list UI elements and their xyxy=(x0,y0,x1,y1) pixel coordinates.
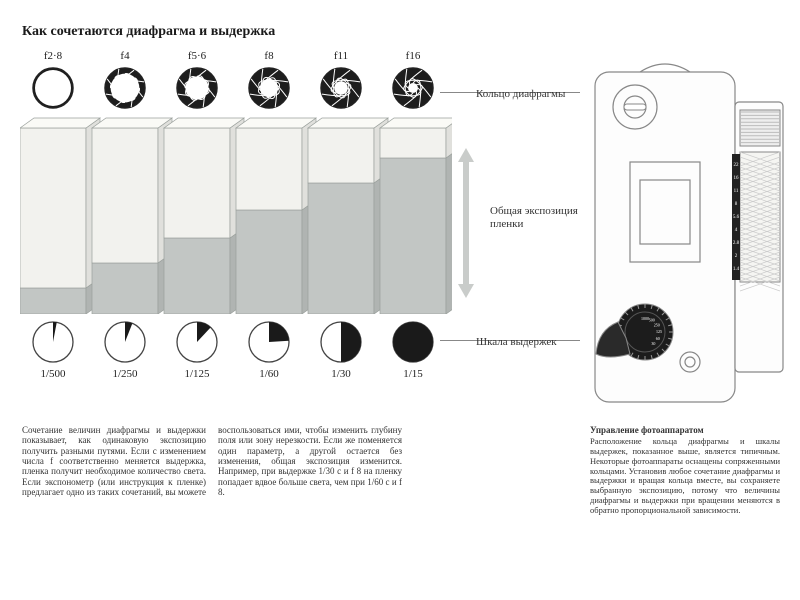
camera-diagram: 22161185.642.821.410005002501256030 xyxy=(590,62,790,412)
shutter-1: 1/250 xyxy=(92,320,158,380)
shutter-label-1: 1/250 xyxy=(92,368,158,380)
label-aperture-ring: Кольцо диафрагмы xyxy=(476,88,565,100)
right-body: Расположение кольца диафрагмы и шкалы вы… xyxy=(590,436,780,514)
exposure-arrow xyxy=(458,148,474,298)
shutter-label-4: 1/30 xyxy=(308,368,374,380)
aperture-label-0: f2·8 xyxy=(20,50,86,62)
aperture-3: f8 xyxy=(236,50,302,110)
right-subhead: Управление фотоаппаратом xyxy=(590,425,780,435)
shutter-row: 1/500 1/250 1/125 1/60 1/30 1/15 xyxy=(20,320,460,380)
svg-text:125: 125 xyxy=(656,329,662,334)
aperture-label-5: f16 xyxy=(380,50,446,62)
shutter-label-0: 1/500 xyxy=(20,368,86,380)
shutter-label-2: 1/125 xyxy=(164,368,230,380)
shutter-0: 1/500 xyxy=(20,320,86,380)
aperture-4: f11 xyxy=(308,50,374,110)
aperture-1: f4 xyxy=(92,50,158,110)
label-shutter-scale: Шкала выдержек xyxy=(476,336,557,348)
label-exposure: Общая экспозиция пленки xyxy=(490,205,578,231)
shutter-4: 1/30 xyxy=(308,320,374,380)
svg-text:11: 11 xyxy=(734,189,739,194)
svg-text:1.4: 1.4 xyxy=(733,267,740,272)
svg-text:5.6: 5.6 xyxy=(733,215,740,220)
aperture-0: f2·8 xyxy=(20,50,86,110)
aperture-2: f5·6 xyxy=(164,50,230,110)
shutter-label-3: 1/60 xyxy=(236,368,302,380)
shutter-5: 1/15 xyxy=(380,320,446,380)
body-text-right: Управление фотоаппаратом Расположение ко… xyxy=(590,425,780,515)
svg-text:22: 22 xyxy=(734,163,740,168)
aperture-row: f2·8 f4 f5·6 f8 f11 f16 xyxy=(20,50,460,110)
aperture-label-4: f11 xyxy=(308,50,374,62)
svg-text:30: 30 xyxy=(651,341,655,346)
shutter-3: 1/60 xyxy=(236,320,302,380)
svg-text:60: 60 xyxy=(656,336,660,341)
left-panel: f2·8f4f5·6f8f11f16 1/5001/2501/1251/601/… xyxy=(20,50,460,380)
aperture-label-1: f4 xyxy=(92,50,158,62)
svg-text:2.8: 2.8 xyxy=(733,241,740,246)
svg-text:250: 250 xyxy=(654,322,660,327)
shutter-2: 1/125 xyxy=(164,320,230,380)
bar-chart xyxy=(20,114,452,314)
shutter-label-5: 1/15 xyxy=(380,368,446,380)
body-text-left: Сочетание величин диафрагмы и выдержки п… xyxy=(22,425,402,497)
aperture-5: f16 xyxy=(380,50,446,110)
aperture-label-3: f8 xyxy=(236,50,302,62)
svg-text:16: 16 xyxy=(734,176,740,181)
aperture-label-2: f5·6 xyxy=(164,50,230,62)
page-title: Как сочетаются диафрагма и выдержка xyxy=(22,24,275,40)
